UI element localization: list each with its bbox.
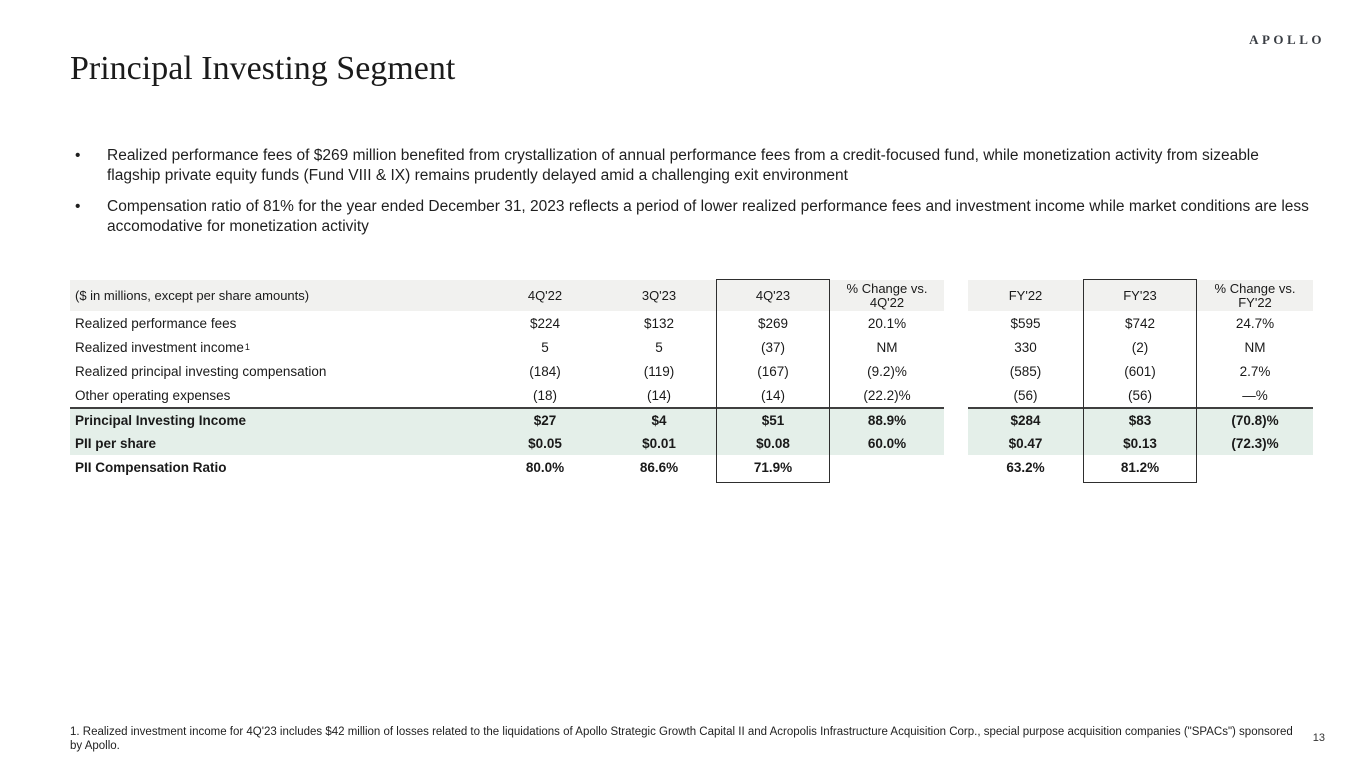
value-cell: NM <box>876 339 898 355</box>
column-header: 4Q'22 <box>527 287 563 303</box>
row-label: Realized investment income 1 <box>75 339 250 355</box>
table-row: Realized investment income 1 5 5 (37) NM 330 (2… <box>70 335 1313 359</box>
column-header: % Change vs. FY'22 <box>1214 280 1296 310</box>
value-cell: $0.08 <box>756 435 790 451</box>
table-row: Realized principal investing compensatio… <box>70 359 1313 383</box>
table-header-row: ($ in millions, except per share amounts… <box>70 280 1313 311</box>
value-cell: (167) <box>757 363 789 379</box>
row-label: PII per share <box>75 435 157 451</box>
value-cell: 88.9% <box>867 412 907 428</box>
table-units-label: ($ in millions, except per share amounts… <box>75 287 310 303</box>
value-cell: (2) <box>1131 339 1149 355</box>
value-cell: 5 <box>655 339 663 355</box>
value-cell: (22.2)% <box>863 387 911 403</box>
bullet-item: • Compensation ratio of 81% for the year… <box>75 197 1312 237</box>
value-cell: $742 <box>1124 315 1156 331</box>
bullet-marker: • <box>75 198 81 215</box>
column-header: 4Q'23 <box>755 287 791 303</box>
value-cell: (9.2)% <box>867 363 907 379</box>
value-cell <box>1197 455 1313 479</box>
column-header: % Change vs. 4Q'22 <box>846 280 928 310</box>
row-label: Principal Investing Income <box>75 412 247 428</box>
value-cell: $27 <box>533 412 557 428</box>
table-row: PII per share $0.05 $0.01 $0.08 60.0% $0.47 $0… <box>70 431 1313 455</box>
table-row: Realized performance fees $224 $132 $269 20.… <box>70 311 1313 335</box>
financials-table: ($ in millions, except per share amounts… <box>70 279 1313 483</box>
value-cell <box>830 455 944 479</box>
value-cell: (184) <box>529 363 561 379</box>
value-cell: $284 <box>1010 412 1041 428</box>
value-cell: $0.13 <box>1123 435 1157 451</box>
bullet-text: Realized performance fees of $269 millio… <box>107 147 1259 184</box>
row-label: PII Compensation Ratio <box>75 459 227 475</box>
value-cell: (56) <box>1127 387 1152 403</box>
value-cell: (14) <box>760 387 785 403</box>
value-cell: (70.8)% <box>1231 412 1279 428</box>
value-cell: (14) <box>646 387 671 403</box>
value-cell: $269 <box>757 315 789 331</box>
value-cell: 20.1% <box>867 315 907 331</box>
value-cell: $4 <box>651 412 667 428</box>
value-cell: NM <box>1244 339 1266 355</box>
bullet-marker: • <box>75 147 81 164</box>
value-cell: 71.9% <box>753 459 793 475</box>
value-cell: $0.47 <box>1008 435 1043 451</box>
value-cell: (119) <box>643 363 675 379</box>
row-label: Realized performance fees <box>75 315 237 331</box>
value-cell: $51 <box>761 412 785 428</box>
value-cell: 63.2% <box>1006 459 1045 475</box>
value-cell: $0.05 <box>528 435 562 451</box>
value-cell: 2.7% <box>1239 363 1271 379</box>
page-number: 13 <box>1312 732 1325 744</box>
value-cell: 330 <box>1014 339 1037 355</box>
bullet-text: Compensation ratio of 81% for the year e… <box>107 198 1309 235</box>
column-header: 3Q'23 <box>641 287 677 303</box>
value-cell: $595 <box>1010 315 1041 331</box>
value-cell: (72.3)% <box>1231 435 1279 451</box>
row-label: Other operating expenses <box>75 387 231 403</box>
table-row: PII Compensation Ratio 80.0% 86.6% 71.9% 63.… <box>70 455 1313 479</box>
value-cell: 5 <box>541 339 549 355</box>
value-cell: (18) <box>532 387 557 403</box>
value-cell: (585) <box>1009 363 1042 379</box>
value-cell: $132 <box>643 315 675 331</box>
value-cell: $0.01 <box>642 435 676 451</box>
value-cell: 60.0% <box>867 435 907 451</box>
table-row: Other operating expenses (18) (14) (14) (22.… <box>70 383 1313 407</box>
value-cell: 80.0% <box>525 459 565 475</box>
table-rows: ($ in millions, except per share amounts… <box>70 280 1313 479</box>
value-cell: 81.2% <box>1120 459 1160 475</box>
table-row: Principal Investing Income $27 $4 $51 88.9% $… <box>70 407 1313 431</box>
page-title: Principal Investing Segment <box>70 50 456 87</box>
value-cell: $224 <box>529 315 561 331</box>
apollo-logo: APOLLO <box>1249 32 1325 47</box>
footnote: 1. Realized investment income for 4Q'23 … <box>70 726 1293 752</box>
bullet-item: • Realized performance fees of $269 mill… <box>75 146 1312 186</box>
value-cell: —% <box>1242 387 1268 403</box>
column-header: FY'22 <box>1008 287 1043 303</box>
value-cell: $83 <box>1128 412 1152 428</box>
bullet-list: • Realized performance fees of $269 mill… <box>75 146 1312 248</box>
row-label: Realized principal investing compensatio… <box>75 363 327 379</box>
value-cell: (601) <box>1124 363 1156 379</box>
value-cell: 86.6% <box>639 459 679 475</box>
column-header: FY'23 <box>1123 287 1157 303</box>
value-cell: (37) <box>760 339 785 355</box>
value-cell: 24.7% <box>1235 315 1275 331</box>
value-cell: (56) <box>1013 387 1038 403</box>
